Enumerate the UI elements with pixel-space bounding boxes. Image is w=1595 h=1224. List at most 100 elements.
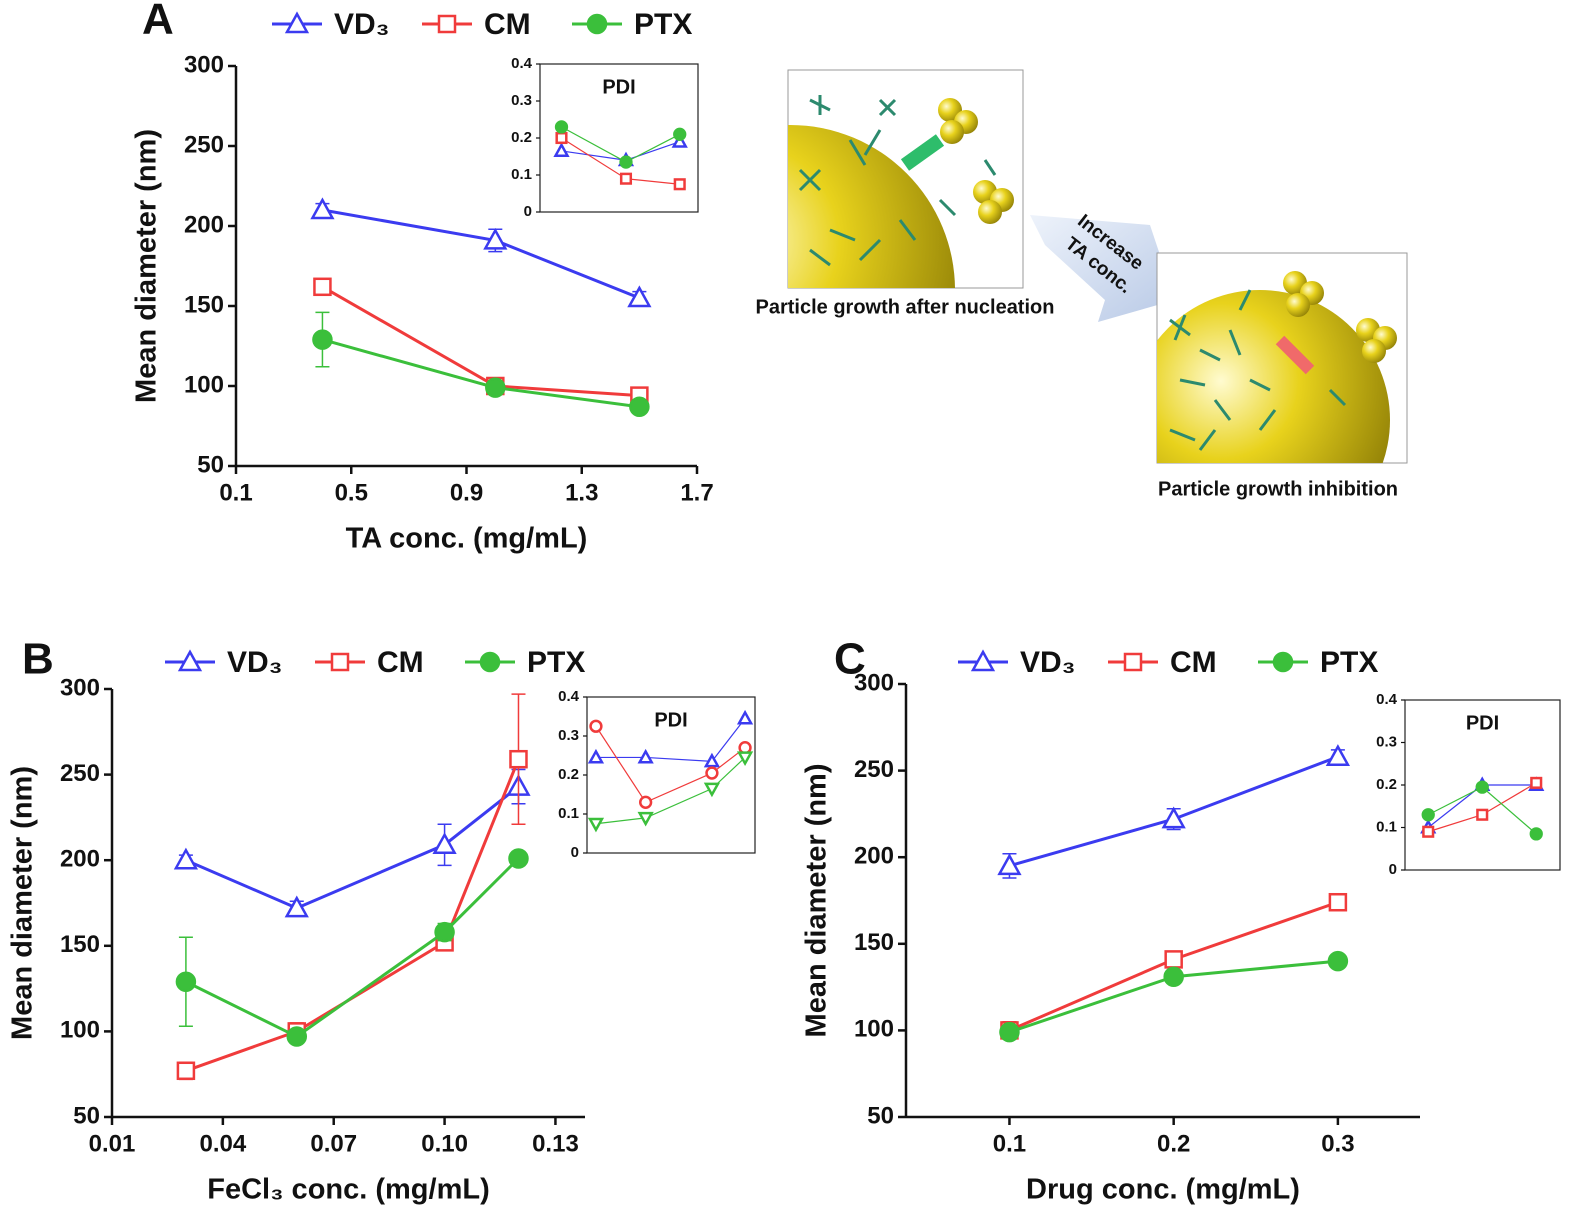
marker: [736, 709, 754, 725]
marker: [999, 1021, 1020, 1043]
marker: [1328, 892, 1348, 912]
legend-label: CM: [484, 8, 531, 41]
series-line: [322, 338, 640, 409]
legend-label: PTX: [634, 8, 692, 41]
y-tick-label: 0: [1389, 861, 1397, 878]
x-tick-label: 0.3: [1321, 1130, 1354, 1157]
series-line: [185, 785, 520, 910]
y-axis-label: Mean diameter (nm): [801, 764, 833, 1038]
y-tick-label: 0.1: [1376, 818, 1397, 835]
x-tick-label: 0.9: [450, 479, 483, 506]
y-tick-label: 200: [60, 846, 100, 873]
legend-marker: [970, 649, 996, 672]
marker: [173, 847, 199, 870]
marker: [1161, 806, 1186, 829]
y-tick-label: 0.4: [511, 55, 533, 72]
marker: [673, 178, 686, 191]
marker: [508, 848, 529, 869]
legend-marker: [177, 649, 203, 672]
marker: [554, 120, 569, 134]
y-tick-label: 0: [571, 844, 579, 861]
y-axis-label: Mean diameter (nm): [131, 129, 163, 403]
series-line: [595, 757, 746, 825]
marker: [639, 795, 653, 809]
x-tick-label: 1.7: [680, 479, 713, 506]
legend-label: CM: [377, 646, 424, 679]
x-axis-label: TA conc. (mg/mL): [346, 523, 588, 555]
x-tick-label: 0.10: [421, 1130, 468, 1157]
marker: [509, 749, 528, 769]
y-tick-label: 0.1: [511, 166, 532, 183]
marker: [619, 155, 633, 169]
y-tick-label: 0.2: [511, 129, 532, 146]
y-tick-label: 150: [60, 931, 100, 958]
x-tick-label: 1.3: [565, 479, 598, 506]
y-tick-label: 300: [854, 669, 894, 696]
marker: [1529, 827, 1543, 841]
inset-title: PDI: [654, 709, 687, 731]
x-tick-label: 0.2: [1157, 1130, 1190, 1157]
y-tick-label: 250: [184, 131, 224, 158]
legend-marker: [479, 651, 501, 673]
y-tick-label: 300: [60, 674, 100, 701]
y-tick-label: 100: [184, 371, 224, 398]
y-tick-label: 100: [60, 1017, 100, 1044]
inset-title: PDI: [1466, 712, 1499, 734]
legend-label: VD₃: [1020, 646, 1076, 679]
y-tick-label: 0.2: [558, 766, 579, 783]
marker: [284, 895, 309, 918]
y-tick-label: 50: [73, 1102, 100, 1129]
marker: [1530, 776, 1543, 789]
marker: [175, 971, 197, 993]
particle: [788, 125, 955, 288]
arrow: [1030, 215, 1175, 322]
inset-title: PDI: [602, 76, 635, 98]
marker: [619, 172, 633, 185]
marker: [736, 751, 754, 767]
marker: [1422, 825, 1435, 838]
marker: [1164, 950, 1183, 969]
marker: [703, 782, 721, 798]
legend-marker: [1123, 652, 1143, 672]
y-tick-label: 250: [854, 756, 894, 783]
legend-marker: [586, 13, 608, 35]
legend-label: VD₃: [227, 646, 283, 679]
marker: [176, 1061, 196, 1081]
legend-label: CM: [1170, 646, 1217, 679]
panel-label: C: [834, 635, 866, 684]
legend-label: VD₃: [334, 8, 390, 41]
y-tick-label: 0.3: [558, 727, 579, 744]
marker: [587, 748, 605, 764]
illustration: Particle growth after nucleation Increas…: [756, 69, 1408, 500]
series-line: [185, 758, 520, 1073]
caption: Particle growth after nucleation: [756, 296, 1055, 318]
marker: [1325, 744, 1351, 766]
x-tick-label: 0.01: [89, 1130, 136, 1157]
y-tick-label: 300: [184, 51, 224, 78]
x-tick-label: 0.04: [200, 1130, 247, 1157]
legend-label: PTX: [527, 646, 585, 679]
y-tick-label: 0.2: [1376, 776, 1397, 793]
growth-arrow: [900, 134, 945, 171]
x-tick-label: 0.1: [993, 1130, 1026, 1157]
marker: [629, 396, 650, 418]
y-tick-label: 50: [867, 1102, 894, 1129]
series-line: [322, 208, 640, 300]
x-tick-label: 0.07: [310, 1130, 357, 1157]
y-tick-label: 200: [184, 211, 224, 238]
y-axis-label: Mean diameter (nm): [7, 766, 39, 1040]
x-tick-label: 0.5: [335, 479, 368, 506]
legend-label: PTX: [1320, 646, 1378, 679]
marker: [555, 131, 568, 145]
marker: [553, 142, 570, 157]
marker: [483, 227, 508, 250]
y-tick-label: 200: [854, 843, 894, 870]
marker: [313, 277, 332, 297]
marker: [997, 853, 1022, 876]
y-tick-label: 0.4: [558, 688, 580, 705]
marker: [286, 1026, 308, 1047]
y-tick-label: 0.1: [558, 805, 579, 822]
series-line: [185, 857, 520, 1039]
